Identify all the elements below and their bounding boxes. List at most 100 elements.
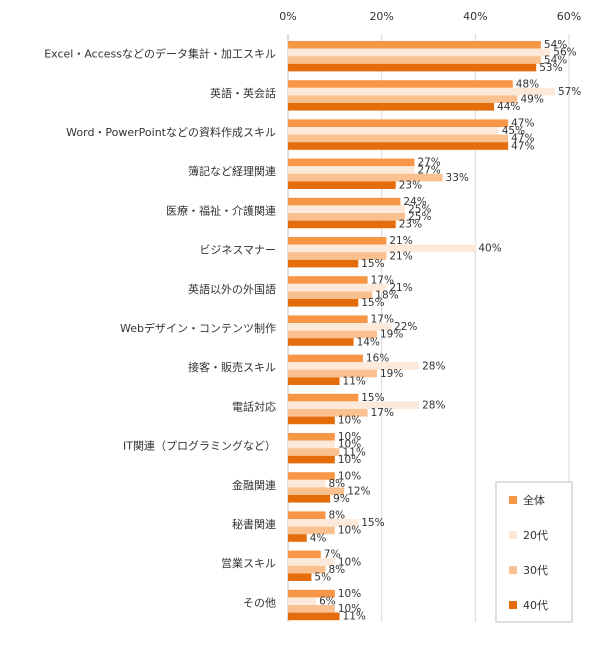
category-label: ビジネスマナー [199,244,276,257]
data-label: 27% [417,157,440,169]
bar [288,63,537,72]
bar [288,605,335,613]
data-label: 33% [446,172,469,184]
bar [288,252,387,260]
bar [288,166,415,174]
data-label: 5% [314,572,331,584]
data-label: 12% [347,486,370,498]
bar [288,213,406,221]
legend-label: 30代 [523,564,548,577]
bar [288,95,518,103]
bar [288,244,476,253]
data-label: 8% [328,478,345,490]
data-label: 10% [338,454,361,466]
data-label: 15% [361,392,384,404]
bar [288,237,387,245]
bar [288,181,396,189]
data-label: 17% [371,407,394,419]
data-label: 9% [333,493,350,505]
bar [288,511,326,519]
bar [288,479,326,488]
bar [288,565,326,574]
bar [288,448,340,456]
bar [288,487,345,495]
bar [288,173,443,182]
legend-swatch [509,566,517,574]
data-label: 19% [380,368,403,380]
data-label: 17% [371,274,394,286]
bar [288,354,363,363]
data-label: 48% [516,78,539,90]
bar [288,377,340,385]
bar [288,80,513,88]
data-label: 21% [389,235,412,247]
bar [288,440,335,449]
data-label: 14% [357,336,380,348]
legend-swatch [509,496,517,504]
category-label: Excel・Accessなどのデータ集計・加工スキル [44,47,276,61]
bar [288,393,359,402]
bar [288,103,495,111]
data-label: 53% [539,62,562,74]
bar [288,291,373,299]
data-label: 44% [497,101,520,113]
category-label: 接客・販売スキル [188,360,276,374]
bar [288,87,555,96]
data-label: 10% [338,556,361,568]
bar [288,119,509,127]
data-label: 11% [343,446,366,458]
data-label: 10% [338,431,361,443]
data-label: 10% [338,603,361,615]
data-label: 15% [361,258,384,270]
data-label: 11% [343,376,366,388]
data-label: 25% [408,211,431,223]
legend-swatch [509,531,517,539]
bar [288,142,509,150]
bar [288,220,396,229]
data-label: 21% [389,250,412,262]
bar [288,409,368,417]
data-label: 6% [319,596,336,608]
bar [288,315,368,323]
category-label: Word・PowerPointなどの資料作成スキル [66,125,276,139]
data-label: 7% [324,549,341,561]
legend-label: 全体 [523,493,545,507]
bar [288,41,541,49]
data-label: 18% [375,290,398,302]
category-label: 金融関連 [232,478,276,492]
data-label: 19% [380,329,403,341]
bar [288,259,359,268]
data-label: 10% [338,439,361,451]
data-label: 10% [338,415,361,427]
data-label: 28% [422,400,445,412]
bar [288,401,420,409]
legend-swatch [509,601,517,609]
bar [288,158,415,167]
data-label: 25% [408,204,431,216]
bar [288,597,317,605]
bar [288,205,406,213]
bar [288,526,335,535]
data-label: 11% [343,611,366,623]
bar [288,283,387,292]
data-label: 47% [511,133,534,145]
data-label: 15% [361,517,384,529]
category-label: 英語以外の外国語 [188,282,276,296]
bar [288,299,359,307]
data-label: 22% [394,321,417,333]
data-label: 57% [558,86,581,98]
bar [288,472,335,480]
data-label: 49% [520,94,543,106]
data-label: 10% [338,588,361,600]
bar [288,276,368,284]
data-label: 10% [338,525,361,537]
data-label: 17% [371,314,394,326]
bar [288,56,541,64]
bar [288,433,335,441]
category-label: 営業スキル [221,556,276,570]
data-label: 4% [310,532,327,544]
category-label: 英語・英会話 [210,86,276,100]
bar [288,134,509,143]
data-label: 23% [399,219,422,231]
